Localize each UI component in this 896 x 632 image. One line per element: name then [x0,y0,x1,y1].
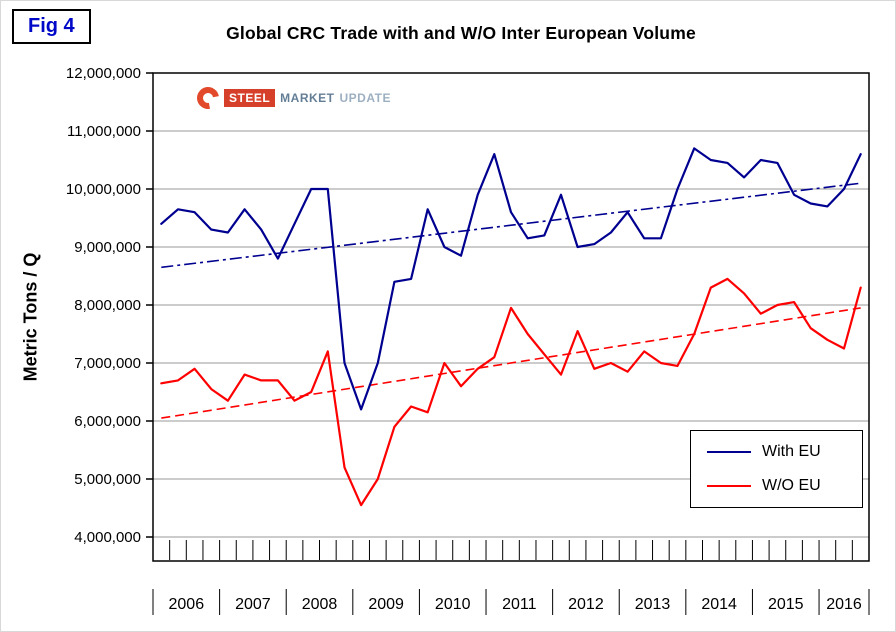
figure-label: Fig 4 [12,9,91,44]
x-axis-year-label: 2014 [701,596,737,613]
logo-word-market: MARKET [280,91,335,105]
logo-word-update: UPDATE [339,91,391,105]
series-w-o-eu [160,277,862,507]
y-axis-tick-label: 5,000,000 [74,471,141,488]
plot-border [152,72,870,562]
y-axis-tick-label: 4,000,000 [74,529,141,546]
wo-eu-line-swatch [707,485,751,487]
x-axis-year-label: 2006 [169,596,205,613]
y-axis-tick-label: 8,000,000 [74,297,141,314]
series-with-eu [160,147,862,411]
x-axis-year-label: 2015 [768,596,804,613]
x-axis-year-label: 2012 [568,596,604,613]
steel-market-update-logo: STEEL MARKET UPDATE [192,82,391,114]
y-axis-tick-label: 11,000,000 [67,123,141,140]
x-axis-year-label: 2013 [635,596,671,613]
y-axis-tick-label: 12,000,000 [66,65,141,82]
x-axis-year-label: 2010 [435,596,471,613]
w-o-eu-trend [161,307,861,419]
legend-label-wo-eu: W/O EU [762,477,821,494]
x-axis-year-label: 2011 [502,596,537,613]
x-axis-year-label: 2009 [368,596,404,613]
x-axis-year-label: 2016 [826,596,862,613]
y-axis-tick-label: 7,000,000 [74,355,141,372]
x-axis-year-label: 2007 [235,596,271,613]
y-axis-tick-label: 6,000,000 [74,413,141,430]
legend-item-wo-eu: W/O EU [707,477,862,495]
logo-word-steel: STEEL [224,89,276,107]
y-axis-tick-label: 10,000,000 [66,181,141,198]
x-axis-year-label: 2008 [302,596,338,613]
legend-label-with-eu: With EU [762,443,821,460]
legend: With EU W/O EU [690,430,863,508]
with-eu-trend [161,182,861,269]
y-axis-tick-label: 9,000,000 [74,239,141,256]
legend-item-with-eu: With EU [707,443,862,461]
with-eu-line-swatch [707,451,751,453]
chart-title: Global CRC Trade with and W/O Inter Euro… [226,23,696,43]
